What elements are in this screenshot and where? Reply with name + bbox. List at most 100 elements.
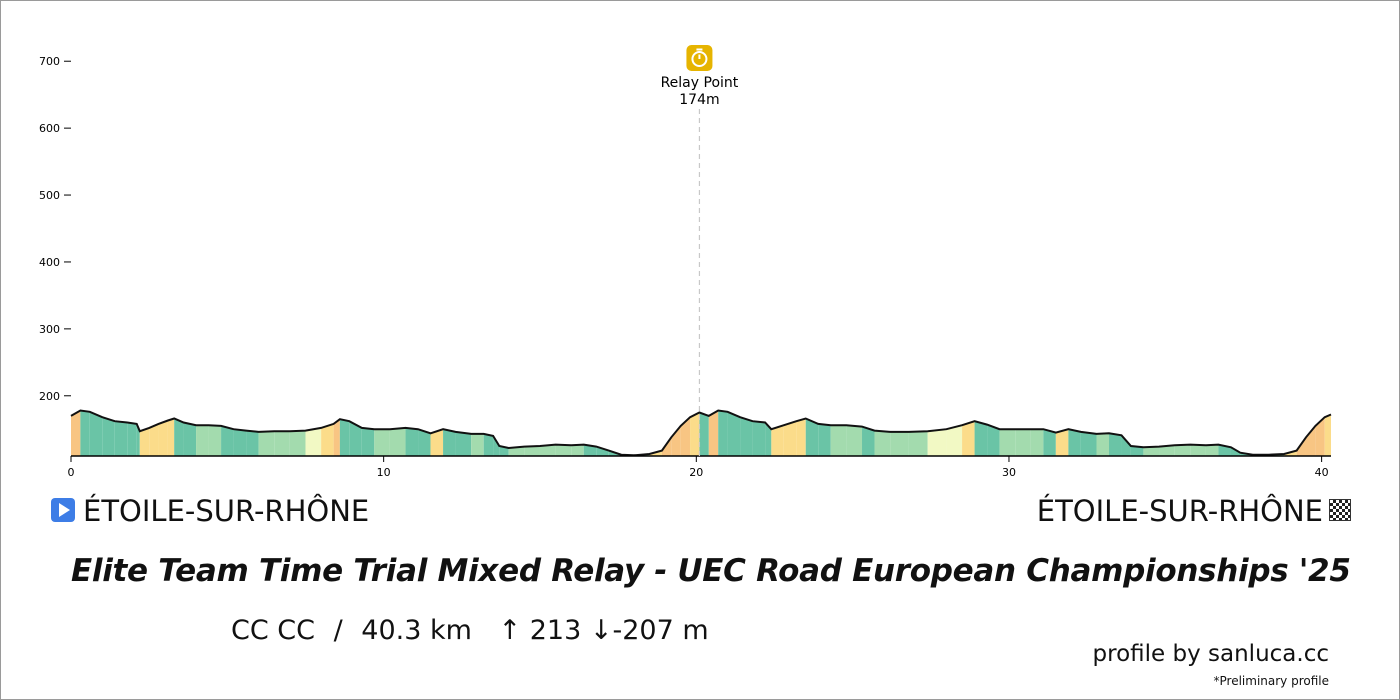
gradient-segment: [752, 421, 766, 456]
gradient-segment: [1143, 446, 1160, 456]
x-tick-label: 30: [1002, 466, 1016, 479]
x-tick-label: 40: [1315, 466, 1329, 479]
y-tick-label: 500: [39, 189, 60, 202]
gradient-segment: [1068, 429, 1081, 456]
gradient-segment: [274, 431, 290, 456]
gradient-segment: [246, 430, 259, 456]
distance-value: 40.3 km: [361, 615, 472, 646]
gradient-segment: [874, 430, 891, 456]
gradient-segment: [805, 418, 819, 456]
y-tick-label: 300: [39, 323, 60, 336]
gradient-segment: [671, 425, 681, 456]
gradient-segment: [374, 429, 390, 456]
gradient-segment: [508, 446, 525, 456]
gradient-segment: [846, 425, 863, 456]
gradient-segment: [139, 427, 150, 456]
gradient-segment: [114, 421, 128, 456]
gradient-segment: [430, 429, 444, 456]
x-tick-label: 20: [689, 466, 703, 479]
gradient-segment: [1109, 433, 1122, 456]
gradient-segment: [946, 425, 963, 456]
stopwatch-icon-face: [691, 51, 708, 67]
gradient-segment: [699, 412, 709, 456]
gradient-segment: [321, 423, 334, 456]
gradient-segment: [690, 412, 700, 456]
gradient-segment: [962, 421, 975, 456]
gradient-segment: [796, 418, 806, 456]
finish-label: ÉTOILE-SUR-RHÔNE: [1036, 494, 1323, 528]
gradient-segment: [818, 423, 831, 456]
y-tick-label: 700: [39, 55, 60, 68]
start-location: ÉTOILE-SUR-RHÔNE: [51, 491, 369, 531]
gradient-segment: [1315, 417, 1325, 456]
gradient-segment: [158, 420, 168, 456]
gradient-segment: [740, 417, 753, 456]
gradient-segment: [174, 418, 184, 456]
gradient-segment: [1121, 435, 1131, 456]
finish-location: ÉTOILE-SUR-RHÔNE: [1037, 491, 1351, 531]
gradient-segment: [1305, 425, 1316, 456]
gradient-segment: [708, 410, 719, 456]
play-icon: [51, 498, 75, 522]
gradient-segment: [136, 423, 140, 456]
x-tick-label: 0: [68, 466, 75, 479]
gradient-segment: [1043, 429, 1056, 456]
gradient-segment: [196, 425, 209, 456]
gradient-segment: [999, 429, 1016, 456]
gradient-segment: [1205, 444, 1219, 456]
gradient-segment: [102, 417, 115, 456]
gradient-segment: [349, 421, 362, 456]
gradient-segment: [727, 411, 741, 456]
gradient-segment: [1030, 429, 1044, 456]
gradient-segment: [783, 421, 797, 456]
gradient-segment: [927, 429, 947, 456]
gradient-segment: [1174, 444, 1191, 456]
marker-elevation: 174m: [679, 92, 719, 108]
gradient-segment: [258, 431, 275, 456]
gradient-segment: [1130, 445, 1144, 456]
gradient-segment: [1159, 445, 1175, 456]
gradient-segment: [418, 429, 431, 456]
gradient-segment: [555, 444, 572, 456]
profile-outline: [70, 409, 1332, 457]
descent-value: ↓-207 m: [589, 615, 709, 646]
gradient-segment: [596, 446, 609, 456]
gradient-segment: [389, 427, 406, 456]
gradient-segment: [680, 417, 691, 456]
gradient-segment: [80, 410, 90, 456]
gradient-segment: [1080, 431, 1097, 456]
gradient-segment: [471, 433, 484, 456]
marker-label: Relay Point: [661, 75, 739, 91]
stats-line: CC CC / 40.3 km ↑ 213 ↓-207 m: [231, 615, 709, 646]
y-axis: 200 300 400 500 600 700: [39, 55, 71, 403]
elevation-chart: 200 300 400 500 600 700 0 10 20 30 40 Relay Point…: [39, 45, 1332, 479]
gradient-segment: [208, 425, 222, 456]
gradient-segment: [483, 433, 494, 456]
gradient-segment: [524, 445, 540, 456]
gradient-segment: [862, 426, 875, 456]
y-tick-label: 400: [39, 256, 60, 269]
x-tick-label: 10: [377, 466, 391, 479]
gradient-segment: [333, 419, 340, 456]
gradient-segment: [127, 422, 137, 456]
gradient-segment: [493, 435, 500, 456]
gradient-segment: [890, 431, 909, 456]
ascent-value: ↑ 213: [498, 615, 582, 646]
y-tick-label: 200: [39, 390, 60, 403]
gradient-segment: [71, 410, 81, 456]
gradient-segment: [583, 444, 597, 456]
credit-text: profile by sanluca.cc: [1092, 641, 1329, 667]
gradient-segment: [974, 421, 988, 456]
gradient-segment: [765, 422, 772, 456]
preliminary-note: *Preliminary profile: [1213, 674, 1329, 688]
gradient-segment: [233, 429, 247, 456]
checkered-flag-icon: [1329, 499, 1351, 521]
gradient-segment: [830, 425, 847, 456]
gradient-segment: [361, 427, 375, 456]
category-label: CC CC: [231, 615, 315, 646]
y-tick-label: 600: [39, 122, 60, 135]
gradient-segment: [149, 423, 159, 456]
gradient-segment: [455, 431, 472, 456]
